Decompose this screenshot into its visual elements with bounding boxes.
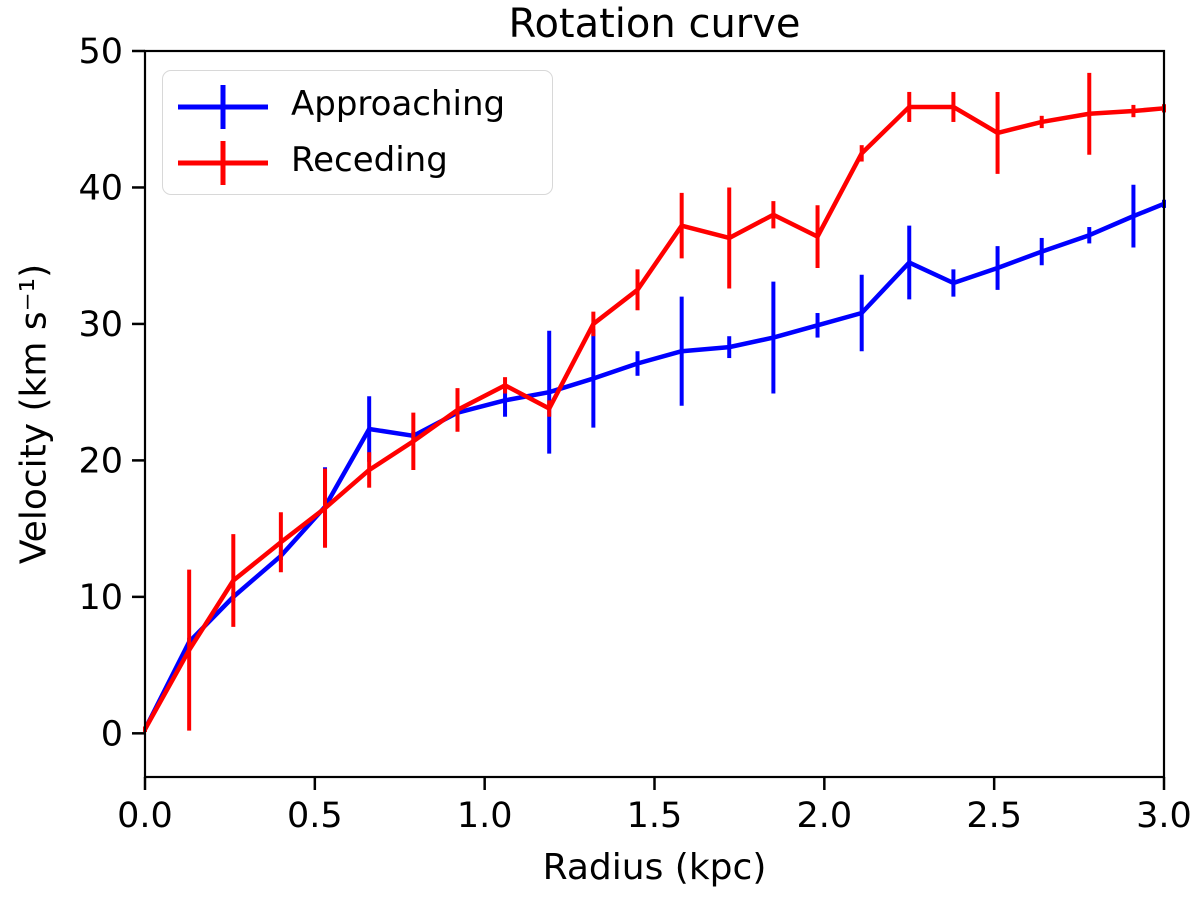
x-tick-label: 1.5 (627, 796, 683, 836)
x-tick-label: 3.0 (1136, 796, 1192, 836)
legend-item-approaching: Approaching (163, 77, 552, 133)
x-tick-label: 0.5 (287, 796, 343, 836)
y-tick-label: 20 (78, 441, 123, 481)
errorbar-marker-icon (178, 141, 268, 185)
y-tick-label: 50 (78, 32, 123, 72)
series-line-approaching (142, 201, 1165, 731)
legend-label: Receding (291, 140, 448, 180)
y-tick-label: 0 (101, 714, 123, 754)
chart-title: Rotation curve (508, 1, 801, 47)
x-tick-label: 2.5 (966, 796, 1022, 836)
y-tick-label: 10 (78, 578, 123, 618)
y-tick-label: 40 (78, 168, 123, 208)
series-line-receding (143, 104, 1165, 731)
legend-label: Approaching (291, 84, 506, 124)
axes-spines (143, 49, 1166, 779)
errorbar-marker-icon (178, 85, 268, 129)
x-tick-label: 2.0 (796, 796, 852, 836)
legend-item-receding: Receding (163, 133, 552, 189)
x-tick-label: 1.0 (457, 796, 513, 836)
x-tick-label: 0.0 (117, 796, 173, 836)
y-tick-label: 30 (78, 305, 123, 345)
x-axis-label: Radius (kpc) (542, 847, 767, 888)
legend-box: Approaching Receding (162, 70, 553, 195)
